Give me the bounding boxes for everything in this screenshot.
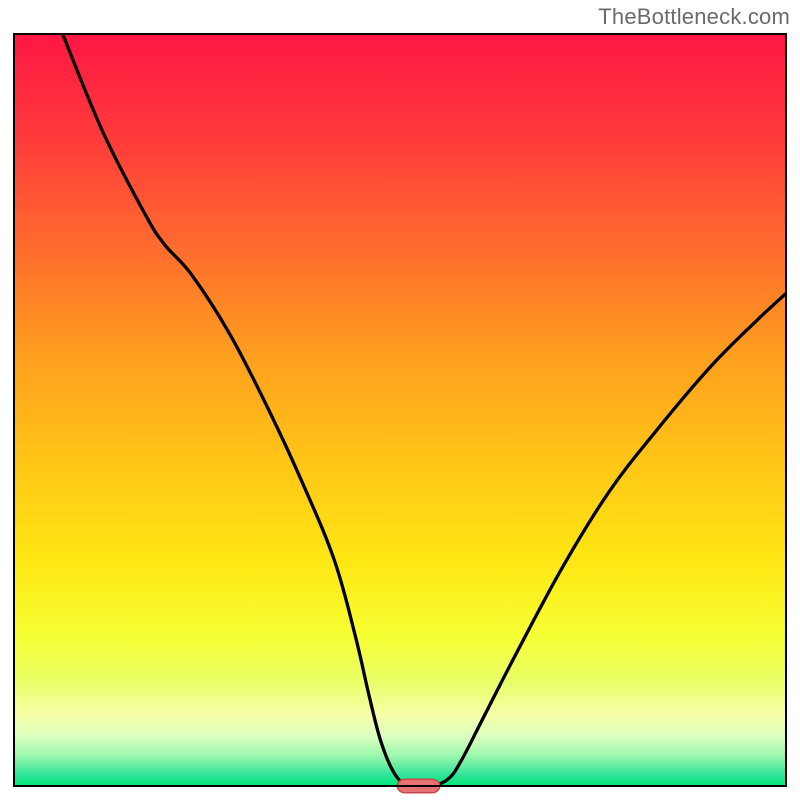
watermark-text: TheBottleneck.com: [598, 4, 790, 30]
gradient-background: [14, 34, 786, 786]
plot-area: [14, 34, 786, 793]
chart-stage: TheBottleneck.com: [0, 0, 800, 800]
gradient-line-chart: [0, 0, 800, 800]
